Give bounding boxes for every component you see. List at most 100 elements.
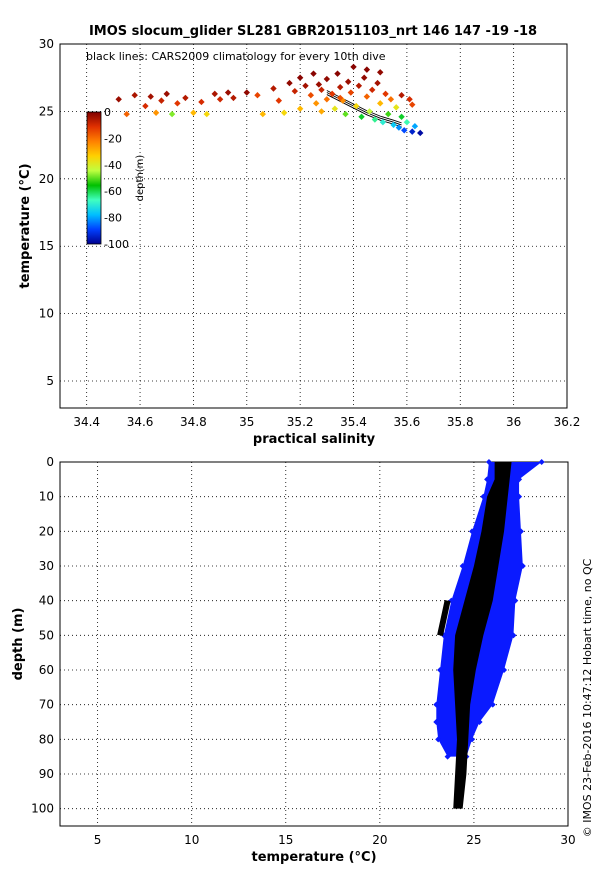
ts-x-tick-label: 34.8 (180, 415, 207, 429)
ts-x-tick-label: 35.6 (394, 415, 421, 429)
ts-observation-point (123, 110, 130, 118)
profile-y-tick-label: 80 (39, 732, 54, 746)
profile-observation-point (476, 719, 483, 725)
profile-observation-point (517, 528, 524, 535)
ts-observation-point (310, 70, 317, 77)
ts-observation-point (318, 86, 325, 94)
ts-observation-point (387, 96, 395, 103)
profile-observation-point (469, 528, 476, 535)
profile-observation-point (480, 493, 487, 500)
profile-x-tick-label: 20 (372, 833, 387, 847)
ts-diagram-panel: 34.4 34.6 34.8 35 35.2 35.4 35.6 35.8 36 36.2 5 10… (18, 37, 580, 447)
ts-y-tick-label: 15 (39, 239, 54, 253)
ts-observation-point (302, 82, 309, 89)
profile-y-axis-label: depth (m) (11, 608, 26, 681)
profile-y-tick-label: 0 (46, 455, 54, 469)
ts-observation-point (190, 109, 197, 116)
ts-observation-points (115, 63, 424, 137)
ts-observation-point (224, 89, 232, 96)
ts-observation-point (350, 63, 357, 71)
ts-observation-point (379, 118, 387, 126)
ts-observation-point (342, 110, 349, 118)
ts-x-tick-labels: 34.4 34.6 34.8 35 35.2 35.4 35.6 35.8 36 36.2 (73, 415, 580, 429)
profile-climatology-band-shape (453, 462, 512, 809)
ts-x-tick-label: 35.2 (287, 415, 314, 429)
ts-observation-point (168, 110, 176, 118)
profile-observation-point (435, 736, 442, 743)
ts-observation-point (398, 92, 405, 99)
ts-observation-point (315, 81, 323, 88)
ts-observation-point (280, 109, 288, 116)
ts-observation-point (296, 105, 304, 112)
colorbar-gradient (86, 111, 102, 245)
ts-x-tick-label: 36.2 (554, 415, 581, 429)
ts-observation-point (318, 108, 325, 115)
ts-observation-point (296, 74, 304, 81)
ts-x-tick-label: 35 (239, 415, 254, 429)
colorbar-label: depth(m) (135, 155, 146, 202)
ts-climatology-lines (326, 90, 402, 128)
ts-observation-point (377, 100, 384, 107)
ts-plot-area (59, 43, 568, 409)
ts-observation-point (385, 110, 392, 118)
ts-observation-point (361, 74, 368, 81)
ts-observation-point (403, 118, 411, 126)
ts-observation-point (401, 127, 408, 134)
colorbar-tick-label: -100 (104, 238, 129, 251)
ts-observation-point (366, 108, 373, 115)
ts-observation-point (328, 90, 336, 98)
depth-colorbar: 0 -20 -40 -60 -80 -100 depth(m) (86, 106, 146, 251)
ts-observation-point (355, 82, 363, 89)
ts-y-tick-label: 5 (46, 374, 54, 388)
colorbar-tick-label: 0 (104, 106, 111, 119)
ts-observation-point (182, 94, 189, 102)
colorbar-tick-label: -60 (104, 185, 122, 198)
profile-observation-point (512, 597, 519, 604)
profile-observation-point (516, 476, 523, 483)
ts-observation-point (152, 109, 160, 116)
ts-observation-point (131, 92, 138, 99)
ts-observation-point (336, 83, 344, 91)
ts-observation-point (291, 87, 299, 95)
ts-observation-point (142, 102, 149, 110)
profile-y-tick-label: 60 (39, 663, 54, 677)
profile-observation-point (519, 563, 526, 569)
profile-climatology-band (437, 462, 512, 809)
ts-observation-point (147, 93, 154, 100)
credit-text: © IMOS 23-Feb-2016 10:47:12 Hobart time,… (581, 558, 594, 837)
colorbar-tick-label: -80 (104, 212, 122, 225)
ts-observation-point (286, 79, 293, 87)
ts-observation-point (323, 96, 331, 103)
profile-x-tick-label: 5 (94, 833, 102, 847)
profile-climatology-tail (437, 600, 451, 636)
ts-observation-point (374, 79, 381, 87)
profile-y-tick-label: 10 (39, 490, 54, 504)
temperature-profile-panel: 5 10 15 20 25 30 0 10 20 30 40 50 60 70 80 90 100 tempe… (11, 455, 576, 865)
ts-observation-point (336, 94, 344, 102)
profile-x-tick-label: 10 (184, 833, 199, 847)
profile-observation-point (484, 476, 491, 483)
ts-observation-point (275, 97, 283, 104)
ts-x-tick-label: 35.4 (340, 415, 367, 429)
profile-x-axis-label: temperature (°C) (251, 850, 376, 865)
profile-x-tick-label: 25 (466, 833, 481, 847)
colorbar-tick-labels: 0 -20 -40 -60 -80 -100 (104, 106, 129, 251)
profile-gridlines (60, 461, 569, 826)
profile-observation-point (459, 563, 466, 569)
profile-y-tick-label: 30 (39, 559, 54, 573)
profile-observation-point (489, 701, 496, 708)
profile-y-tick-label: 90 (39, 767, 54, 781)
ts-observation-point (409, 128, 416, 135)
ts-climatology-line (326, 90, 402, 124)
ts-observation-point (344, 78, 352, 85)
profile-y-tick-label: 40 (39, 594, 54, 608)
profile-y-tick-label: 100 (31, 802, 54, 816)
ts-y-tick-label: 25 (39, 104, 54, 118)
ts-y-tick-labels: 5 10 15 20 25 30 (39, 37, 54, 388)
profile-x-tick-labels: 5 10 15 20 25 30 (94, 833, 576, 847)
ts-x-axis-label: practical salinity (253, 432, 376, 447)
ts-x-tick-label: 34.4 (73, 415, 100, 429)
ts-observation-point (363, 66, 371, 73)
ts-observation-point (174, 100, 181, 107)
